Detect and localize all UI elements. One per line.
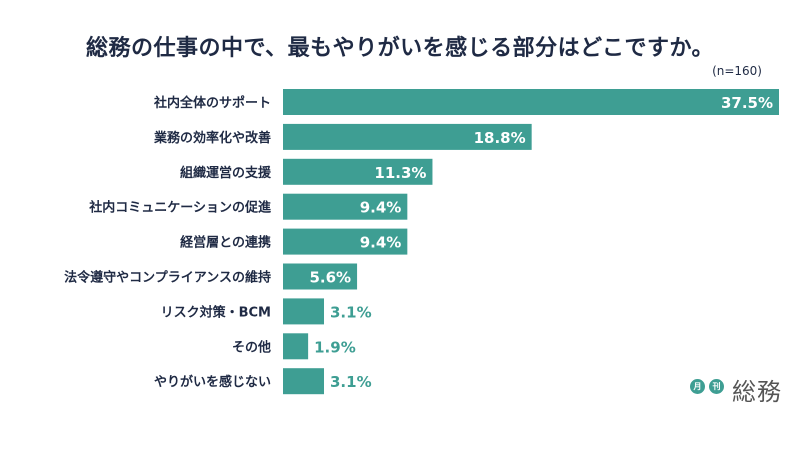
bar-4 <box>283 228 408 255</box>
category-label-5: 法令遵守やコンプライアンスの維持 <box>64 270 271 286</box>
value-label-2: 11.3% <box>374 164 426 182</box>
value-label-0: 37.5% <box>721 94 773 112</box>
category-label-6: リスク対策・BCM <box>161 304 271 320</box>
value-label-7: 1.9% <box>314 338 356 356</box>
value-label-3: 9.4% <box>360 199 402 217</box>
value-label-4: 9.4% <box>360 234 402 252</box>
sample-size-note: (n=160) <box>712 64 762 78</box>
category-label-4: 経営層との連携 <box>180 235 271 251</box>
bar-2 <box>283 158 433 185</box>
bar-3 <box>283 193 408 220</box>
value-label-1: 18.8% <box>474 129 526 147</box>
category-label-2: 組織運営の支援 <box>180 165 272 181</box>
chart-title: 総務の仕事の中で、最もやりがいを感じる部分はどこですか。 <box>85 36 715 61</box>
bar-0 <box>283 89 779 115</box>
bar-7 <box>283 333 309 360</box>
category-label-8: やりがいを感じない <box>154 374 271 390</box>
category-label-3: 社内コミュニケーションの促進 <box>88 200 271 216</box>
value-label-6: 3.1% <box>330 303 372 321</box>
logo-badge-tsuki: 月 <box>690 379 705 394</box>
logo-name: 総務 <box>732 378 782 406</box>
bar-8 <box>283 368 325 395</box>
category-label-7: その他 <box>232 339 271 355</box>
bar-5 <box>283 263 358 290</box>
gekkan-soumu-logo: 月 刊 総務 <box>690 376 790 406</box>
logo-badge-kan: 刊 <box>709 379 724 394</box>
value-label-8: 3.1% <box>330 373 372 391</box>
category-label-0: 社内全体のサポート <box>153 95 271 111</box>
value-label-5: 5.6% <box>309 269 351 287</box>
bar-1 <box>283 123 532 150</box>
category-label-1: 業務の効率化や改善 <box>153 130 271 146</box>
bar-6 <box>283 298 325 325</box>
